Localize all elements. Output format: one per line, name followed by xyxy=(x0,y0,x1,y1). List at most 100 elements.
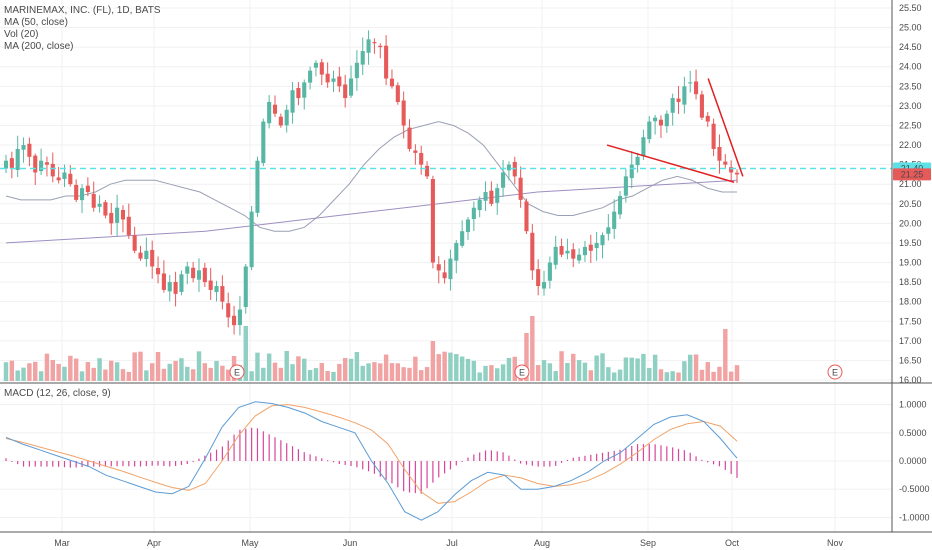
macd-histogram-bar xyxy=(315,456,317,461)
macd-histogram-bar xyxy=(590,454,592,461)
candle-body xyxy=(226,303,231,318)
candle-body xyxy=(723,161,728,165)
candlesticks xyxy=(3,30,740,336)
earnings-marker: E xyxy=(229,364,245,380)
candle-body xyxy=(79,188,85,201)
candle xyxy=(588,234,593,263)
candle-body xyxy=(179,274,184,292)
volume-bar xyxy=(360,365,365,381)
volume-bar xyxy=(424,367,430,381)
volume-bar xyxy=(155,351,161,381)
candle-body xyxy=(74,184,79,200)
macd-histogram-bar xyxy=(619,449,621,461)
candle xyxy=(191,262,196,283)
volume-bar xyxy=(489,365,494,381)
candle xyxy=(477,196,482,218)
volume-bar xyxy=(261,367,266,381)
candle-body xyxy=(255,160,260,213)
macd-histogram-bar xyxy=(736,461,738,478)
chart-title: MARINEMAX, INC. (FL), 1D, BATS xyxy=(4,5,161,16)
macd-histogram-bar xyxy=(689,452,691,461)
candle-body xyxy=(612,211,617,229)
volume-bar xyxy=(266,353,272,381)
macd-histogram-bar xyxy=(484,450,487,461)
candle-body xyxy=(565,250,570,254)
macd-histogram-bar xyxy=(601,452,604,461)
price-tick-label: 17.00 xyxy=(899,336,922,346)
moving-averages xyxy=(5,121,738,244)
volume-bar xyxy=(202,363,208,381)
macd-histogram-bar xyxy=(350,461,352,466)
macd-histogram-bar xyxy=(145,461,147,467)
earnings-marker-label: E xyxy=(234,368,240,378)
candle-body xyxy=(635,156,640,166)
macd-histogram-bar xyxy=(52,461,54,467)
macd-histogram-bar xyxy=(496,451,498,461)
macd-histogram-bar xyxy=(426,461,428,489)
price-tick-label: 24.50 xyxy=(899,42,922,52)
macd-histogram-bar xyxy=(695,456,697,461)
candle-body xyxy=(384,45,389,79)
macd-histogram-bar xyxy=(455,461,457,466)
volume-bar xyxy=(109,360,114,381)
volume-bar xyxy=(535,365,541,381)
candle-body xyxy=(582,246,587,256)
candle xyxy=(612,199,617,239)
macd-histogram-bar xyxy=(11,461,13,462)
volume-bar xyxy=(728,371,734,381)
volume-bar xyxy=(442,351,447,381)
macd-histogram-bar xyxy=(578,456,580,461)
volume-bar xyxy=(459,356,465,381)
candle xyxy=(255,156,260,217)
candle xyxy=(85,177,90,197)
month-tick-label: Aug xyxy=(534,538,550,548)
legend-ma200: MA (200, close) xyxy=(4,41,73,52)
candle-body xyxy=(547,262,552,281)
volume-bar xyxy=(559,351,564,381)
volume-bar xyxy=(50,360,56,381)
candle-body xyxy=(670,98,675,113)
candle xyxy=(442,260,447,284)
volume-bar xyxy=(296,356,301,381)
candle xyxy=(272,95,278,117)
price-tick-label: 21.00 xyxy=(899,179,922,189)
macd-histogram-bar xyxy=(116,461,118,467)
candle xyxy=(3,154,9,174)
candle-body xyxy=(372,42,377,44)
macd-histogram-bar xyxy=(58,461,60,467)
candle-body xyxy=(366,39,371,53)
macd-histogram-bar xyxy=(525,461,528,465)
candle xyxy=(331,70,336,92)
candle xyxy=(56,166,61,184)
volume-bar xyxy=(711,371,716,381)
volume-bar xyxy=(27,363,32,381)
candle-body xyxy=(600,235,605,246)
price-tick-label: 20.00 xyxy=(899,218,922,228)
candle xyxy=(506,161,511,181)
volume-bar xyxy=(611,372,617,381)
volume-bar xyxy=(623,357,629,381)
volume-bar xyxy=(378,363,383,381)
price-tick-label: 16.50 xyxy=(899,355,922,365)
volume-bar xyxy=(185,366,190,381)
volume-bar xyxy=(167,363,172,381)
candle-body xyxy=(120,209,126,220)
price-tick-label: 25.50 xyxy=(899,3,922,13)
candle xyxy=(530,224,535,280)
candle-body xyxy=(237,309,242,326)
macd-histogram-bar xyxy=(256,428,259,461)
volume-bar xyxy=(56,363,61,381)
candle-body xyxy=(167,282,172,292)
volume-bar xyxy=(641,353,646,381)
candle-body xyxy=(132,235,137,251)
price-tag-bg xyxy=(893,168,931,181)
candle xyxy=(360,37,365,76)
volume-bar xyxy=(313,368,319,381)
month-tick-label: Nov xyxy=(827,538,844,548)
candle-body xyxy=(629,164,634,179)
trendline xyxy=(606,144,735,183)
candle-body xyxy=(571,249,576,259)
volume-bar xyxy=(652,354,658,381)
